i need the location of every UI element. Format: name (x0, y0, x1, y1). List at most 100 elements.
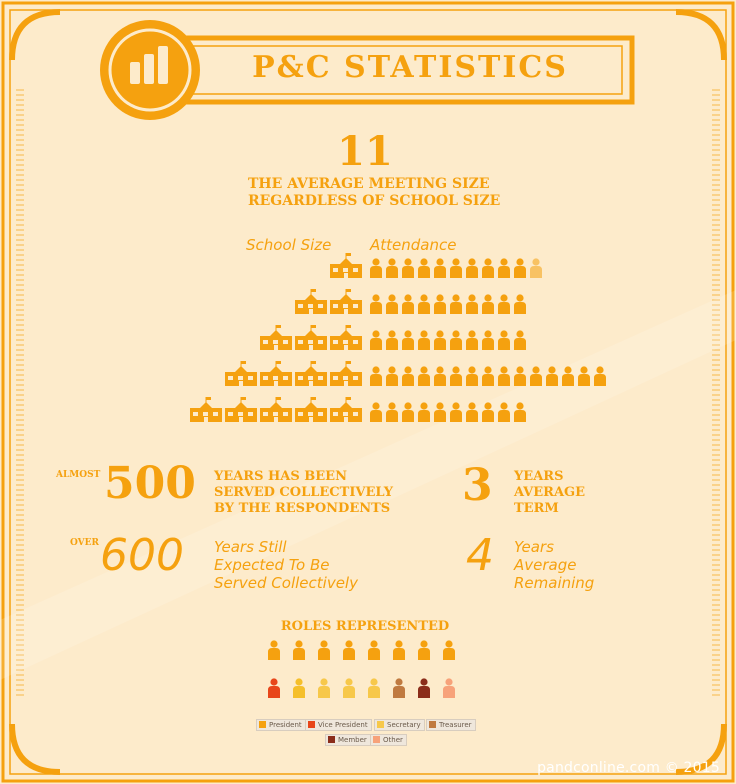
person-icon (578, 366, 590, 386)
school-icon (225, 397, 257, 422)
legend-label: Vice President (318, 721, 368, 729)
almost-value: 500 (104, 458, 196, 509)
school-size-label: School Size (246, 236, 332, 254)
legend-swatch (373, 736, 380, 743)
person-icon (498, 258, 510, 278)
legend-swatch (308, 721, 315, 728)
legend-label: Secretary (387, 721, 421, 729)
person-icon (562, 366, 574, 386)
legend-swatch (377, 721, 384, 728)
role-person-icon (368, 640, 380, 660)
person-icon (482, 366, 494, 386)
over-text-line-2: Expected To Be (214, 556, 330, 574)
legend-item: Secretary (374, 719, 425, 731)
person-icon (594, 366, 606, 386)
person-icon (418, 294, 430, 314)
school-icon (330, 397, 362, 422)
almost-text-line-2: SERVED COLLECTIVELY (214, 485, 393, 500)
person-icon (370, 330, 382, 350)
term-value: 3 (462, 460, 493, 511)
term-text-line-2: AVERAGE (514, 485, 586, 500)
person-icon (434, 330, 446, 350)
person-icon (514, 294, 526, 314)
role-person-icon (393, 678, 405, 698)
person-icon (402, 258, 414, 278)
person-icon (450, 366, 462, 386)
person-icon (386, 366, 398, 386)
person-icon (450, 330, 462, 350)
legend-item: Vice President (305, 719, 372, 731)
person-icon (386, 402, 398, 422)
person-icon (482, 330, 494, 350)
school-icon (330, 289, 362, 314)
person-icon (402, 366, 414, 386)
remaining-text-line-3: Remaining (514, 574, 595, 592)
school-icon (330, 361, 362, 386)
person-icon (466, 330, 478, 350)
almost-text: YEARS HAS BEEN SERVED COLLECTIVELY BY TH… (214, 469, 393, 517)
person-icon (370, 294, 382, 314)
person-icon (482, 294, 494, 314)
school-icon (295, 325, 327, 350)
role-person-icon (293, 640, 305, 660)
almost-text-line-1: YEARS HAS BEEN (214, 469, 347, 484)
person-icon (482, 402, 494, 422)
role-person-icon (418, 640, 430, 660)
over-value: 600 (100, 530, 184, 581)
person-icon (514, 366, 526, 386)
attendance-row (295, 289, 526, 314)
person-icon (418, 258, 430, 278)
school-icon (225, 361, 257, 386)
role-person-icon (318, 640, 330, 660)
remaining-text: Years Average Remaining (514, 538, 594, 592)
role-person-icon (443, 678, 455, 698)
almost-label: ALMOST (56, 470, 101, 480)
meeting-caption-line-1: THE AVERAGE MEETING SIZE (248, 176, 490, 192)
role-person-icon (368, 678, 380, 698)
attendance-row (260, 325, 526, 350)
person-icon (418, 330, 430, 350)
person-icon (434, 294, 446, 314)
person-icon (418, 402, 430, 422)
school-icon (295, 397, 327, 422)
role-person-icon (293, 678, 305, 698)
legend-item: Treasurer (426, 719, 476, 731)
person-icon (498, 402, 510, 422)
school-icon (295, 289, 327, 314)
legend-swatch (429, 721, 436, 728)
person-icon (498, 330, 510, 350)
remaining-text-line-1: Years (514, 538, 554, 556)
term-text: YEARS AVERAGE TERM (514, 469, 585, 517)
attendance-row (330, 253, 542, 278)
person-icon (386, 294, 398, 314)
legend-label: President (269, 721, 302, 729)
person-icon (370, 258, 382, 278)
person-icon (466, 366, 478, 386)
person-icon (402, 330, 414, 350)
meeting-size-value: 11 (337, 128, 393, 175)
person-icon (514, 402, 526, 422)
role-person-icon (443, 640, 455, 660)
person-icon (546, 366, 558, 386)
person-icon (434, 258, 446, 278)
school-icon (260, 397, 292, 422)
person-icon (482, 258, 494, 278)
person-icon (450, 258, 462, 278)
attendance-row (225, 361, 606, 386)
person-icon (498, 366, 510, 386)
footer-credit: pandconline.com © 2015 (537, 760, 720, 776)
school-icon (260, 361, 292, 386)
school-icon (330, 325, 362, 350)
school-icon (260, 325, 292, 350)
person-icon (450, 294, 462, 314)
meeting-size-caption: THE AVERAGE MEETING SIZE REGARDLESS OF S… (248, 176, 508, 210)
over-text: Years Still Expected To Be Served Collec… (214, 538, 358, 592)
person-icon (450, 402, 462, 422)
person-icon (418, 366, 430, 386)
almost-text-line-3: BY THE RESPONDENTS (214, 501, 391, 516)
person-icon (386, 258, 398, 278)
person-icon (370, 366, 382, 386)
legend-item: Member (325, 734, 371, 746)
role-person-icon (268, 640, 280, 660)
